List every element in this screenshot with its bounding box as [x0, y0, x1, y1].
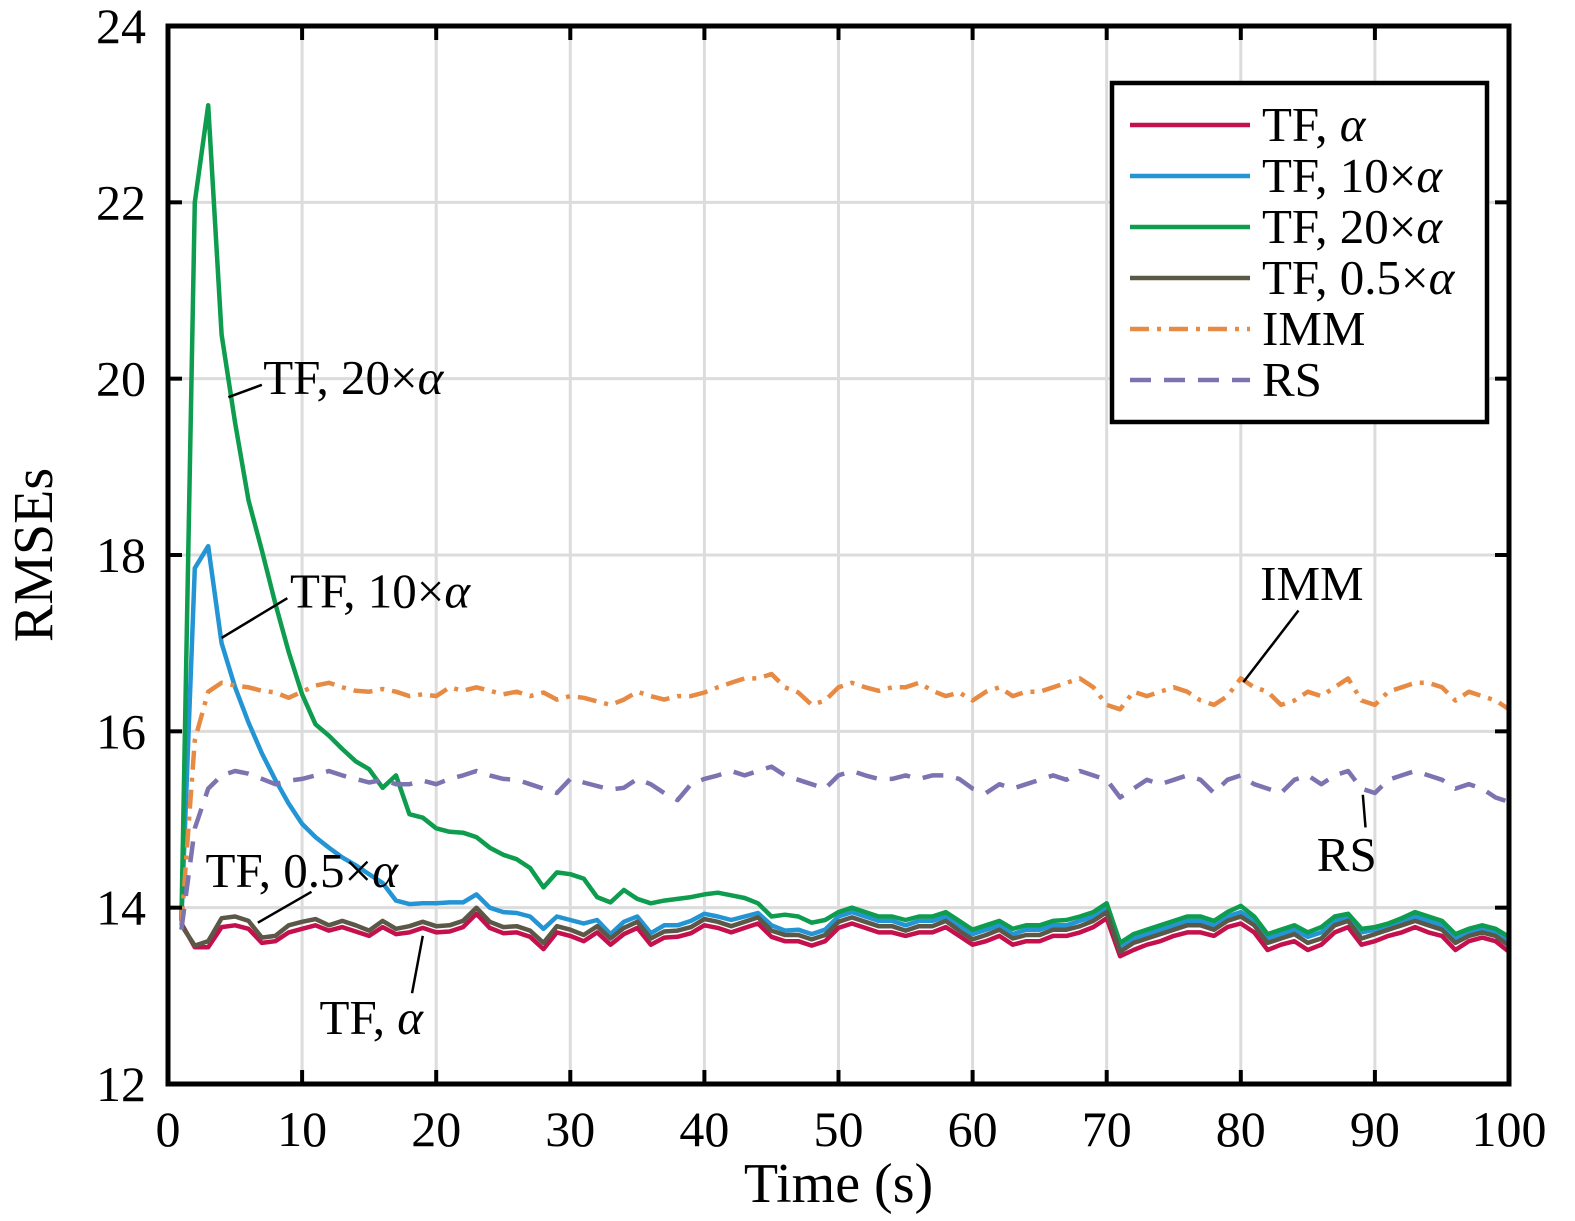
y-tick-label-12: 12 — [96, 1056, 146, 1112]
x-tick-label-50: 50 — [814, 1101, 864, 1157]
y-tick-label-24: 24 — [96, 0, 146, 54]
legend-label-tf-20: TF, 20×α — [1262, 199, 1443, 254]
annotation-label-tf-0-5: TF, 0.5×α — [206, 843, 400, 898]
y-tick-label-22: 22 — [96, 174, 146, 230]
annotation-label-tf-20: TF, 20×α — [263, 350, 444, 405]
y-tick-label-18: 18 — [96, 527, 146, 583]
series-line-tf-0-5 — [179, 905, 1511, 955]
series-line-tf — [179, 911, 1511, 959]
series-line-imm — [179, 671, 1511, 926]
legend-label-imm: IMM — [1262, 301, 1365, 356]
x-tick-label-20: 20 — [411, 1101, 461, 1157]
x-tick-label-0: 0 — [156, 1101, 181, 1157]
series-line-tf-10 — [179, 543, 1511, 950]
y-axis-title: RMSEs — [3, 468, 65, 642]
annotation-label-rs: RS — [1317, 827, 1377, 882]
x-tick-label-60: 60 — [948, 1101, 998, 1157]
legend-label-tf: TF, α — [1262, 97, 1367, 152]
legend-label-tf-0-5: TF, 0.5×α — [1262, 250, 1456, 305]
annotation-leader-imm — [1242, 609, 1300, 683]
annotation-label-imm: IMM — [1260, 556, 1363, 611]
x-tick-label-30: 30 — [545, 1101, 595, 1157]
x-tick-label-10: 10 — [277, 1101, 327, 1157]
y-tick-label-20: 20 — [96, 351, 146, 407]
annotation-leader-tf-20 — [227, 383, 263, 399]
legend-label-tf-10: TF, 10×α — [1262, 148, 1443, 203]
x-tick-label-70: 70 — [1082, 1101, 1132, 1157]
x-tick-label-80: 80 — [1216, 1101, 1266, 1157]
annotation-leader-tf — [410, 935, 425, 994]
y-tick-label-14: 14 — [96, 880, 146, 936]
annotation-label-tf-10: TF, 10×α — [290, 563, 471, 618]
series-line-rs — [179, 764, 1510, 930]
x-axis-title: Time (s) — [744, 1153, 933, 1215]
annotation-label-tf: TF, α — [320, 990, 425, 1045]
annotation-leader-tf-10 — [220, 597, 288, 639]
legend-box — [1109, 80, 1490, 425]
x-tick-label-40: 40 — [679, 1101, 729, 1157]
series-line-tf-20 — [179, 103, 1511, 946]
x-tick-label-100: 100 — [1472, 1101, 1547, 1157]
annotation-leader-tf-0-5 — [257, 890, 313, 924]
legend-label-rs: RS — [1262, 352, 1322, 407]
y-tick-label-16: 16 — [96, 703, 146, 759]
x-tick-label-90: 90 — [1350, 1101, 1400, 1157]
annotation-leader-rs — [1361, 794, 1367, 828]
